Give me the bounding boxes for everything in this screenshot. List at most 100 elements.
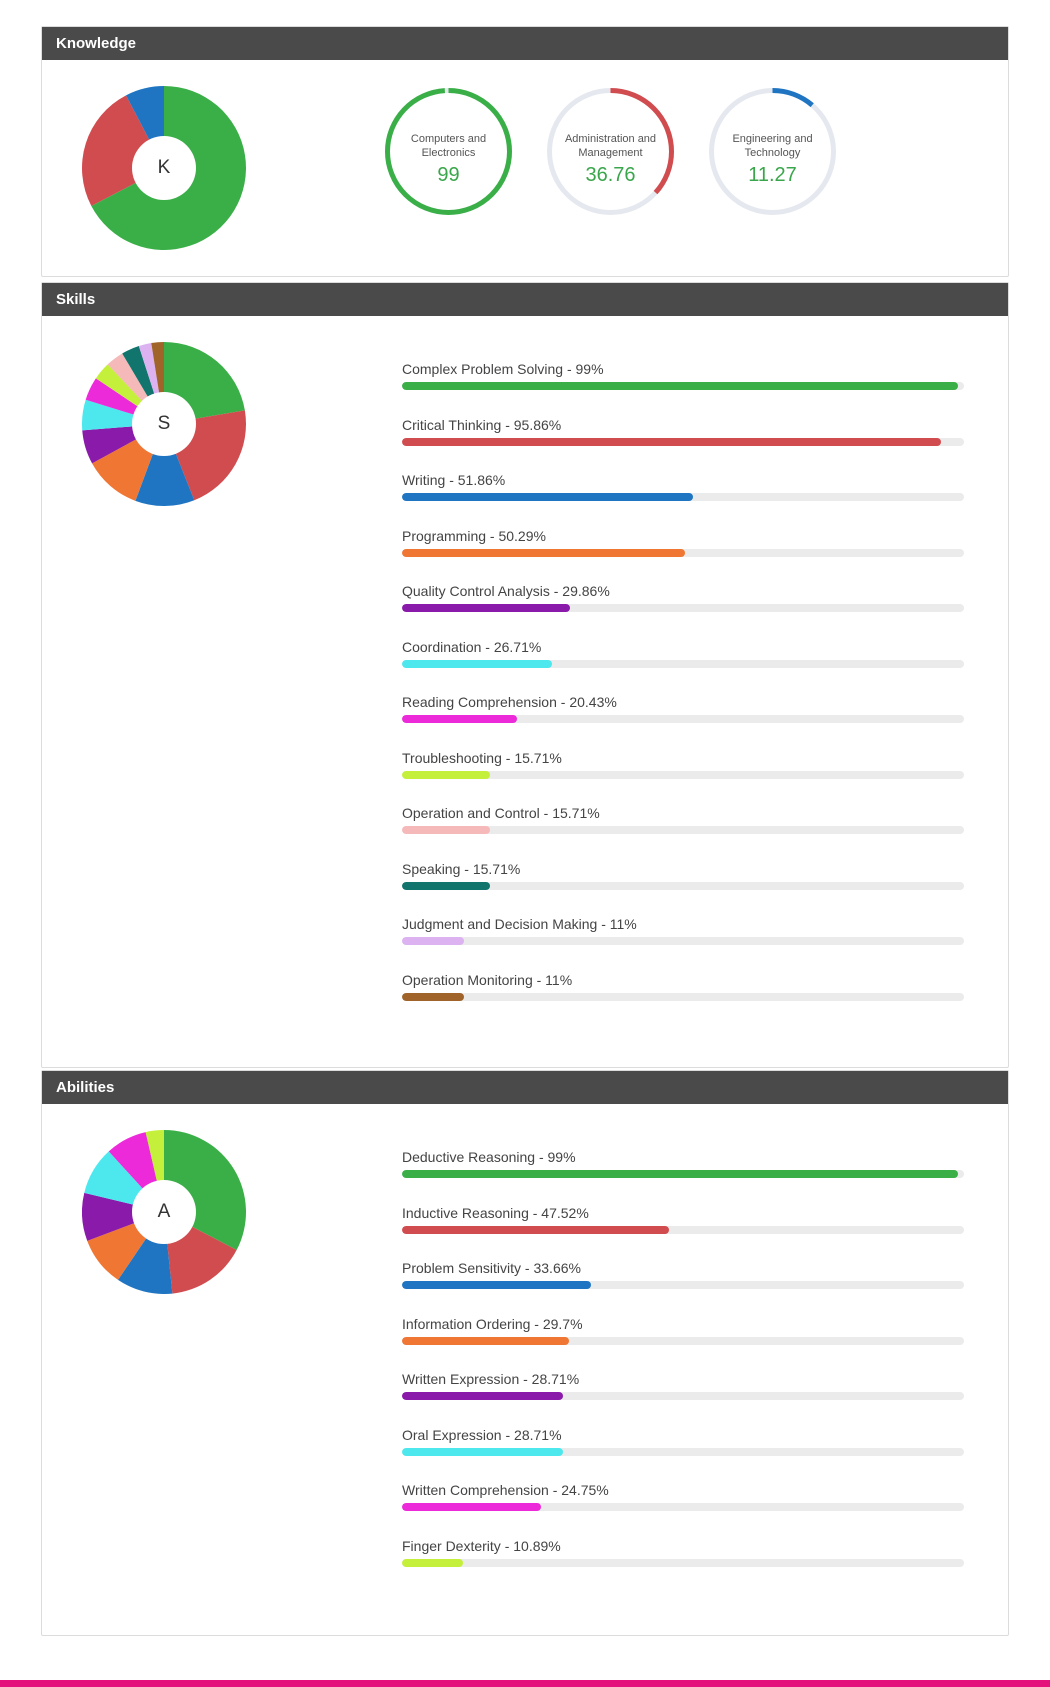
abilities-bar-item: Written Expression - 28.71% xyxy=(402,1370,964,1426)
skills-bar-label: Critical Thinking - 95.86% xyxy=(402,416,562,433)
abilities-donut-chart: A xyxy=(82,1130,246,1294)
knowledge-ring-label-2: Engineering and Technology xyxy=(732,133,813,159)
skills-bar-track xyxy=(402,937,964,945)
abilities-bar-fill xyxy=(402,1558,464,1567)
skills-bar-track xyxy=(402,493,964,501)
skills-bar-label: Operation and Control - 15.71% xyxy=(402,805,600,821)
skills-bar-item: Operation and Control - 15.71% xyxy=(402,804,964,860)
skills-bar-fill xyxy=(402,881,491,890)
skills-bar-fill xyxy=(402,659,553,668)
abilities-bar-fill xyxy=(402,1281,592,1289)
skills-donut-letter: S xyxy=(157,413,171,434)
knowledge-panel: Knowledge K Computers and Electronics 99 A… xyxy=(41,26,1009,277)
abilities-bar-label: Inductive Reasoning - 47.52% xyxy=(402,1204,589,1221)
knowledge-donut-hole xyxy=(132,136,196,200)
abilities-bar-label: Problem Sensitivity - 33.66% xyxy=(402,1260,581,1276)
skills-bar-fill xyxy=(402,493,694,501)
skills-bar-fill xyxy=(402,992,464,1001)
skills-bar-item: Speaking - 15.71% xyxy=(402,860,964,916)
knowledge-ring-arc-1 xyxy=(547,88,674,215)
skills-bar-label: Reading Comprehension - 20.43% xyxy=(402,694,617,710)
skills-slice-2 xyxy=(135,424,195,506)
skills-donut-chart: S xyxy=(82,342,246,506)
abilities-bar-fill xyxy=(402,1447,564,1456)
skills-bar-fill xyxy=(402,937,464,945)
abilities-bars: Deductive Reasoning - 99% Inductive Reaso… xyxy=(402,1148,964,1592)
skills-bar-item: Troubleshooting - 15.71% xyxy=(402,749,964,805)
skills-bar-item: Writing - 51.86% xyxy=(402,471,964,527)
skills-bar-track xyxy=(402,548,964,557)
abilities-bar-item: Written Comprehension - 24.75% xyxy=(402,1481,964,1537)
skills-bar-track xyxy=(402,437,964,446)
skills-bars: Complex Problem Solving - 99% Critical Th… xyxy=(402,360,964,1026)
skills-bar-item: Judgment and Decision Making - 11% xyxy=(402,915,964,971)
abilities-slice-4 xyxy=(82,1192,164,1241)
abilities-bar-fill xyxy=(402,1225,670,1234)
knowledge-ring-arc-2 xyxy=(709,88,836,215)
abilities-bar-track xyxy=(402,1392,964,1400)
abilities-bar-label: Information Ordering - 29.7% xyxy=(402,1315,583,1332)
abilities-bar-fill xyxy=(402,1392,564,1400)
knowledge-ring-arc-0 xyxy=(385,88,512,215)
skills-bar-track xyxy=(402,826,964,834)
abilities-bar-track xyxy=(402,1336,964,1345)
abilities-bar-track xyxy=(402,1170,964,1178)
abilities-bar-track xyxy=(402,1558,964,1567)
skills-bar-track xyxy=(402,881,964,890)
knowledge-ring-value-1: 36.76 xyxy=(585,164,636,186)
abilities-panel: Abilities A Deductive Reasoning - 99% Ind… xyxy=(41,1070,1009,1636)
skills-bar-track xyxy=(402,659,964,668)
abilities-header: Abilities xyxy=(42,1071,1008,1104)
knowledge-ring-label-1: Administration and Management xyxy=(564,133,657,159)
knowledge-ring-label-0: Computers and Electronics xyxy=(410,133,487,159)
skills-bar-fill xyxy=(402,604,570,612)
abilities-bar-item: Deductive Reasoning - 99% xyxy=(402,1148,964,1204)
abilities-bar-item: Oral Expression - 28.71% xyxy=(402,1426,964,1482)
abilities-bar-track xyxy=(402,1503,964,1511)
skills-bar-fill xyxy=(402,770,491,779)
skills-bar-label: Programming - 50.29% xyxy=(402,527,546,544)
knowledge-ring-2: Engineering and Technology 11.27 xyxy=(707,86,838,217)
knowledge-ring-0: Computers and Electronics 99 xyxy=(383,86,514,217)
abilities-bar-track xyxy=(402,1447,964,1456)
abilities-bar-item: Finger Dexterity - 10.89% xyxy=(402,1537,964,1593)
skills-bar-item: Operation Monitoring - 11% xyxy=(402,971,964,1027)
knowledge-rings: Computers and Electronics 99 Administratio… xyxy=(383,86,869,217)
abilities-bar-item: Information Ordering - 29.7% xyxy=(402,1315,964,1371)
skills-bar-item: Coordination - 26.71% xyxy=(402,638,964,694)
skills-bar-fill xyxy=(402,437,941,446)
abilities-donut-hole xyxy=(132,1180,196,1244)
abilities-bar-label: Finger Dexterity - 10.89% xyxy=(402,1537,561,1554)
knowledge-ring-value-2: 11.27 xyxy=(748,164,797,186)
abilities-donut-letter: A xyxy=(157,1201,171,1222)
skills-bar-item: Quality Control Analysis - 29.86% xyxy=(402,582,964,638)
skills-donut-hole xyxy=(132,392,196,456)
skills-bar-label: Writing - 51.86% xyxy=(402,472,506,488)
skills-bar-item: Programming - 50.29% xyxy=(402,527,964,583)
abilities-bar-track xyxy=(402,1225,964,1234)
skills-bar-track xyxy=(402,715,964,723)
skills-bar-track xyxy=(402,992,964,1001)
bottom-accent-bar xyxy=(0,1680,1050,1687)
abilities-bar-fill xyxy=(402,1170,959,1178)
skills-bar-fill xyxy=(402,382,959,390)
skills-bar-label: Troubleshooting - 15.71% xyxy=(402,749,562,766)
skills-bar-label: Coordination - 26.71% xyxy=(402,638,542,655)
skills-header: Skills xyxy=(42,283,1008,316)
abilities-bar-fill xyxy=(402,1503,542,1511)
abilities-bar-label: Deductive Reasoning - 99% xyxy=(402,1149,576,1165)
abilities-bar-item: Problem Sensitivity - 33.66% xyxy=(402,1259,964,1315)
abilities-bar-label: Written Comprehension - 24.75% xyxy=(402,1482,609,1498)
skills-bar-label: Operation Monitoring - 11% xyxy=(402,971,573,988)
abilities-bar-item: Inductive Reasoning - 47.52% xyxy=(402,1204,964,1260)
abilities-bar-fill xyxy=(402,1336,569,1345)
skills-bar-item: Critical Thinking - 95.86% xyxy=(402,416,964,472)
skills-bar-label: Complex Problem Solving - 99% xyxy=(402,361,604,377)
knowledge-donut-letter: K xyxy=(157,157,171,178)
knowledge-ring-value-0: 99 xyxy=(437,164,460,186)
skills-bar-fill xyxy=(402,548,685,557)
skills-bar-track xyxy=(402,770,964,779)
skills-bar-label: Judgment and Decision Making - 11% xyxy=(402,916,637,932)
skills-bar-track xyxy=(402,604,964,612)
